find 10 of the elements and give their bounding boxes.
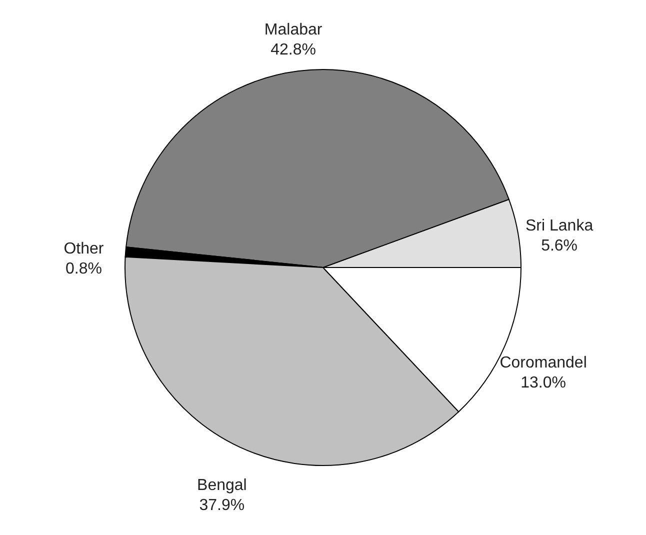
slice-label: Coromandel: [500, 354, 587, 372]
data-label: 5.6%: [541, 238, 578, 255]
data-label: 42.8%: [270, 41, 316, 58]
slice-label: Sri Lanka: [526, 218, 594, 235]
slice-label: Other: [64, 240, 104, 258]
data-label: 13.0%: [520, 374, 566, 392]
data-label: 37.9%: [199, 497, 245, 514]
slice-label: Bengal: [197, 477, 247, 494]
data-label: 0.8%: [66, 260, 102, 278]
slice-label: Malabar: [264, 21, 323, 38]
